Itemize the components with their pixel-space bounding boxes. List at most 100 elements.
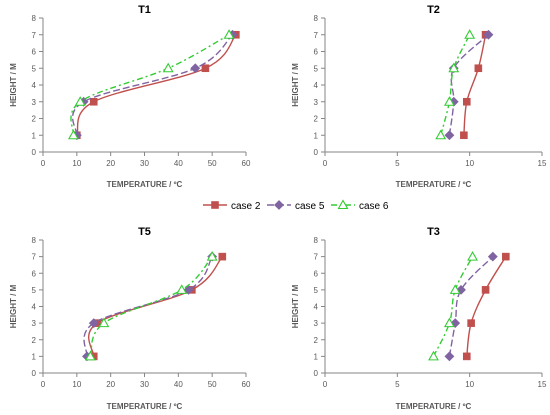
y-tick-label: 2 — [314, 336, 319, 345]
series-line — [71, 34, 233, 136]
y-tick-label: 1 — [32, 131, 37, 140]
x-tick-label: 20 — [106, 380, 115, 389]
series-line — [448, 256, 494, 357]
data-point — [162, 62, 174, 73]
data-point — [98, 317, 110, 328]
legend-label: case 6 — [359, 201, 389, 212]
x-tick-label: 10 — [465, 380, 474, 389]
series-line — [70, 34, 230, 136]
y-axis-label: HEIGHT / M — [291, 284, 300, 328]
y-tick-label: 8 — [314, 236, 319, 245]
x-tick-label: 0 — [323, 159, 328, 168]
x-tick-label: 30 — [140, 159, 149, 168]
data-point — [176, 284, 188, 294]
x-tick-label: 10 — [72, 380, 81, 389]
legend-label: case 2 — [231, 201, 261, 212]
y-tick-label: 2 — [32, 115, 37, 124]
legend-entry-case-6: case 6 — [331, 199, 389, 212]
series-line — [89, 256, 213, 357]
data-point — [428, 350, 439, 361]
y-tick-label: 0 — [314, 369, 319, 378]
legend-entry-case-2: case 2 — [203, 201, 261, 212]
y-tick-label: 1 — [314, 352, 319, 361]
data-point — [449, 284, 461, 294]
series-case-5 — [444, 29, 494, 141]
x-tick-label: 60 — [242, 380, 251, 389]
data-point — [462, 97, 471, 106]
x-axis-label: TEMPERATURE / ºC — [107, 180, 183, 189]
y-tick-label: 1 — [32, 352, 37, 361]
series-line — [440, 34, 471, 136]
y-tick-label: 4 — [314, 303, 319, 312]
data-point — [89, 97, 98, 106]
x-axis-label: TEMPERATURE / ºC — [396, 402, 472, 411]
x-tick-label: 0 — [323, 380, 328, 389]
y-tick-label: 0 — [314, 148, 319, 157]
x-tick-label: 15 — [538, 380, 547, 389]
x-tick-label: 5 — [395, 159, 400, 168]
data-point — [84, 350, 96, 361]
x-tick-label: 0 — [41, 380, 46, 389]
data-point — [460, 131, 468, 140]
y-tick-label: 8 — [32, 14, 37, 23]
data-point — [448, 62, 460, 73]
series-case-5 — [82, 251, 218, 362]
y-tick-label: 3 — [314, 98, 319, 107]
y-axis-label: HEIGHT / M — [9, 284, 18, 328]
series-case-6 — [68, 29, 235, 140]
data-point — [467, 251, 479, 261]
x-tick-label: 10 — [465, 159, 474, 168]
chart-title: T5 — [138, 226, 151, 238]
x-tick-label: 30 — [140, 380, 149, 389]
series-case-2 — [73, 30, 240, 140]
y-tick-label: 4 — [32, 303, 37, 312]
y-tick-label: 4 — [32, 81, 37, 90]
data-point — [464, 29, 476, 39]
x-tick-label: 50 — [208, 380, 217, 389]
y-tick-label: 5 — [314, 64, 319, 73]
data-point — [474, 64, 483, 73]
data-point — [444, 130, 455, 141]
series-case-6 — [435, 29, 476, 140]
series-line — [432, 256, 474, 357]
chart-title: T3 — [427, 226, 440, 238]
data-point — [483, 29, 494, 40]
x-tick-label: 5 — [395, 380, 400, 389]
series-case-5 — [444, 251, 498, 362]
legend-entry-case-5: case 5 — [267, 200, 325, 212]
chart-title: T1 — [138, 4, 151, 16]
y-tick-label: 6 — [32, 269, 37, 278]
data-point — [435, 129, 447, 140]
data-point — [74, 96, 86, 106]
data-point — [467, 319, 475, 327]
y-tick-label: 3 — [32, 98, 37, 107]
x-axis-label: TEMPERATURE / ºC — [107, 402, 183, 411]
chart-t1: T1 0 1 2 3 4 5 6 7 8 0 10 20 30 40 50 60 TEMPERATURE / ºC… — [9, 4, 251, 189]
series-line — [83, 256, 213, 357]
series-line — [463, 34, 487, 136]
x-tick-label: 20 — [106, 159, 115, 168]
y-tick-label: 1 — [314, 131, 319, 140]
chart-t5: T5 0 1 2 3 4 5 6 7 8 0 10 20 30 40 50 60 TEMPERATURE / ºC… — [9, 226, 251, 411]
x-tick-label: 40 — [174, 159, 183, 168]
series-case-6 — [84, 251, 218, 361]
data-point — [190, 63, 201, 74]
series-line — [76, 34, 237, 136]
legend-marker — [337, 199, 349, 210]
x-tick-label: 0 — [41, 159, 46, 168]
data-point — [218, 252, 227, 261]
data-point — [462, 352, 471, 361]
x-tick-label: 50 — [208, 159, 217, 168]
y-tick-label: 8 — [314, 14, 319, 23]
data-point — [443, 317, 455, 328]
data-point — [68, 129, 79, 140]
series-case-2 — [462, 252, 510, 361]
y-tick-label: 6 — [32, 48, 37, 57]
data-point — [443, 96, 455, 106]
y-tick-label: 0 — [32, 148, 37, 157]
series-case-2 — [460, 30, 490, 140]
data-point — [481, 286, 490, 294]
data-point — [201, 64, 210, 73]
y-axis-label: HEIGHT / M — [9, 63, 18, 107]
